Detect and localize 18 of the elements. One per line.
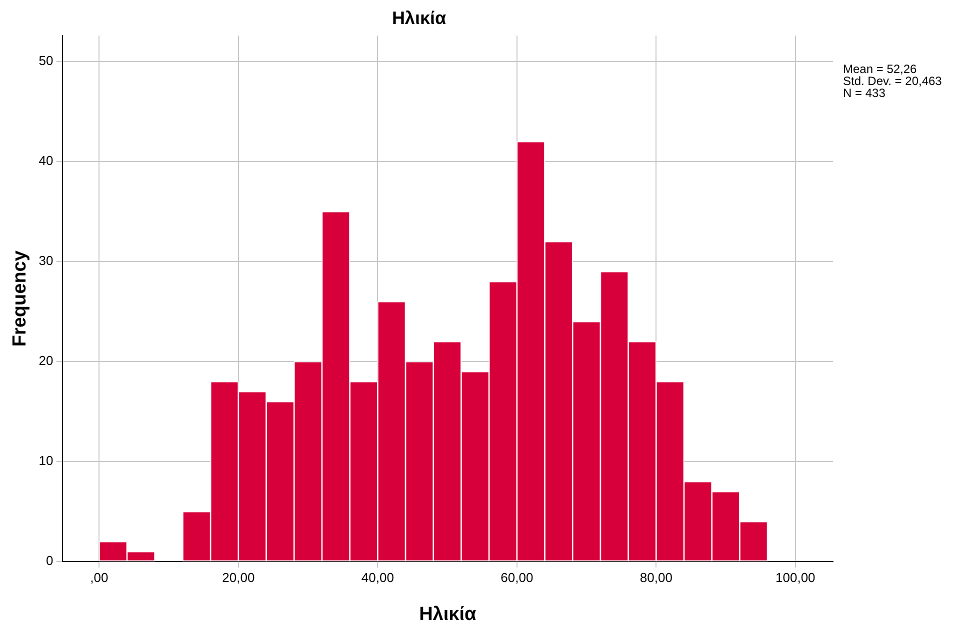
y-tick-label: 20: [38, 353, 54, 368]
chart-title: Ηλικία: [392, 8, 446, 28]
x-tick-label: 100,00: [776, 570, 816, 585]
x-tick-label: 20,00: [222, 570, 255, 585]
text: Std. Dev. = 20,463: [843, 74, 942, 88]
text: Mean = 52,26: [843, 62, 918, 76]
x-tick-label: 40,00: [361, 570, 394, 585]
y-axis-title: Frequency: [10, 250, 31, 347]
y-tick-label: 40: [38, 153, 54, 168]
x-tick-label: 60,00: [500, 570, 534, 585]
text: N = 433: [843, 86, 886, 100]
x-axis-title: Ηλικία: [419, 604, 477, 625]
x-tick-label: 80,00: [640, 570, 672, 585]
y-tick-label: 50: [38, 53, 54, 68]
x-tick-label: ,00: [90, 570, 108, 585]
y-tick-label: 30: [38, 253, 54, 268]
y-tick-label: 10: [38, 453, 54, 468]
y-tick-label: 0: [46, 553, 54, 568]
